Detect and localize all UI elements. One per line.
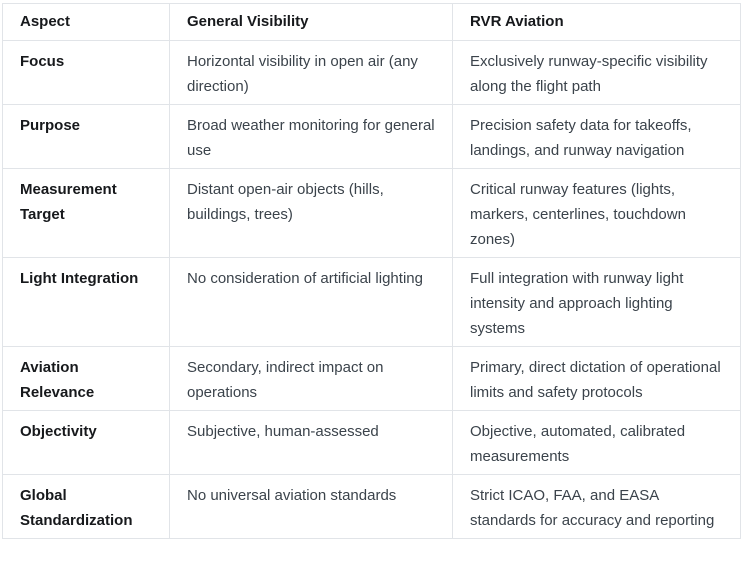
- cell-aviation-relevance-general: Secondary, indirect impact on operations: [169, 346, 453, 411]
- cell-objectivity-general: Subjective, human-assessed: [169, 410, 453, 475]
- table-header: Aspect General Visibility RVR Aviation: [2, 3, 741, 41]
- table-row-light-integration: Light Integration No consideration of art…: [2, 257, 741, 347]
- table-body: Focus Horizontal visibility in open air (…: [2, 40, 741, 539]
- cell-measurement-target-general: Distant open-air objects (hills, buildin…: [169, 168, 453, 258]
- comparison-table-container: Aspect General Visibility RVR Aviation Foc…: [2, 3, 741, 539]
- column-header-rvr-aviation: RVR Aviation: [452, 3, 741, 41]
- cell-focus-general: Horizontal visibility in open air (any d…: [169, 40, 453, 105]
- cell-global-standardization-aspect: Global Standardization: [2, 474, 170, 539]
- cell-purpose-general: Broad weather monitoring for general use: [169, 104, 453, 169]
- cell-objectivity-aspect: Objectivity: [2, 410, 170, 475]
- cell-global-standardization-rvr: Strict ICAO, FAA, and EASA standards for…: [452, 474, 741, 539]
- table-row-purpose: Purpose Broad weather monitoring for gene…: [2, 104, 741, 169]
- cell-light-integration-general: No consideration of artificial lighting: [169, 257, 453, 347]
- column-header-aspect: Aspect: [2, 3, 170, 41]
- table-row-aviation-relevance: Aviation Relevance Secondary, indirect im…: [2, 346, 741, 411]
- table-row-global-standardization: Global Standardization No universal aviat…: [2, 474, 741, 539]
- header-row: Aspect General Visibility RVR Aviation: [2, 3, 741, 41]
- cell-light-integration-rvr: Full integration with runway light inten…: [452, 257, 741, 347]
- table-row-focus: Focus Horizontal visibility in open air (…: [2, 40, 741, 105]
- cell-global-standardization-general: No universal aviation standards: [169, 474, 453, 539]
- cell-light-integration-aspect: Light Integration: [2, 257, 170, 347]
- column-header-general-visibility: General Visibility: [169, 3, 453, 41]
- cell-measurement-target-aspect: Measurement Target: [2, 168, 170, 258]
- cell-measurement-target-rvr: Critical runway features (lights, marker…: [452, 168, 741, 258]
- cell-aviation-relevance-rvr: Primary, direct dictation of operational…: [452, 346, 741, 411]
- table-row-objectivity: Objectivity Subjective, human-assessed Obj…: [2, 410, 741, 475]
- table-row-measurement-target: Measurement Target Distant open-air objec…: [2, 168, 741, 258]
- cell-purpose-aspect: Purpose: [2, 104, 170, 169]
- cell-focus-aspect: Focus: [2, 40, 170, 105]
- cell-objectivity-rvr: Objective, automated, calibrated measure…: [452, 410, 741, 475]
- comparison-table: Aspect General Visibility RVR Aviation Foc…: [2, 3, 741, 539]
- cell-purpose-rvr: Precision safety data for takeoffs, land…: [452, 104, 741, 169]
- cell-aviation-relevance-aspect: Aviation Relevance: [2, 346, 170, 411]
- cell-focus-rvr: Exclusively runway-specific visibility a…: [452, 40, 741, 105]
